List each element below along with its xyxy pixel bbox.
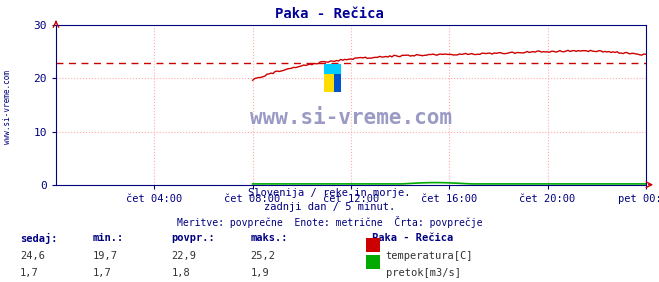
Text: 19,7: 19,7 xyxy=(92,251,117,261)
Text: 1,9: 1,9 xyxy=(250,268,269,278)
Text: pretok[m3/s]: pretok[m3/s] xyxy=(386,268,461,278)
Text: Paka - Rečica: Paka - Rečica xyxy=(372,233,453,243)
Text: 22,9: 22,9 xyxy=(171,251,196,261)
Text: sedaj:: sedaj: xyxy=(20,233,57,244)
Text: maks.:: maks.: xyxy=(250,233,288,243)
Text: 1,8: 1,8 xyxy=(171,268,190,278)
Text: 25,2: 25,2 xyxy=(250,251,275,261)
Text: 1,7: 1,7 xyxy=(92,268,111,278)
Bar xyxy=(334,64,341,92)
Text: 1,7: 1,7 xyxy=(20,268,38,278)
Text: www.si-vreme.com: www.si-vreme.com xyxy=(3,70,13,144)
Text: povpr.:: povpr.: xyxy=(171,233,215,243)
Text: temperatura[C]: temperatura[C] xyxy=(386,251,473,261)
Text: 24,6: 24,6 xyxy=(20,251,45,261)
Text: min.:: min.: xyxy=(92,233,123,243)
Bar xyxy=(324,64,341,74)
Text: Paka - Rečica: Paka - Rečica xyxy=(275,7,384,21)
Text: Meritve: povprečne  Enote: metrične  Črta: povprečje: Meritve: povprečne Enote: metrične Črta:… xyxy=(177,216,482,228)
Text: Slovenija / reke in morje.: Slovenija / reke in morje. xyxy=(248,188,411,197)
Bar xyxy=(324,64,334,92)
Text: www.si-vreme.com: www.si-vreme.com xyxy=(250,108,452,128)
Text: zadnji dan / 5 minut.: zadnji dan / 5 minut. xyxy=(264,202,395,212)
